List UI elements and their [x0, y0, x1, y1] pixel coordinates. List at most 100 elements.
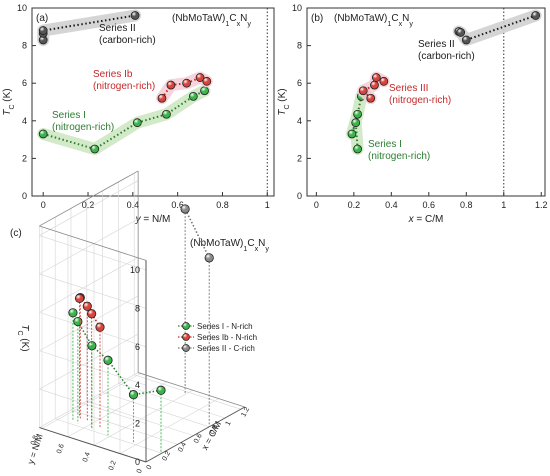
x-tick-label: 0.4: [177, 441, 188, 453]
y-tick-label: 4: [297, 116, 302, 126]
data-point: [38, 26, 48, 35]
box-edge: [138, 372, 245, 408]
x-axis-rest: = N/M: [141, 214, 171, 225]
axis-line: [145, 406, 245, 463]
series-line: [184, 208, 210, 259]
wall-grid-line: [39, 273, 147, 309]
y-tick-label: 4: [22, 116, 27, 126]
data-point: [103, 355, 113, 365]
series-label-line: Series II: [418, 39, 455, 50]
y-tick-label: 0.6: [56, 443, 66, 455]
formula-annotation-subx: x: [255, 244, 259, 253]
y-axis-unit: (K): [2, 88, 13, 104]
x-tick-label: 1: [265, 200, 270, 210]
series-label: Series I (nitrogen-rich): [368, 139, 430, 162]
floor-grid-line: [55, 418, 162, 454]
data-point: [353, 144, 362, 154]
wall-grid-line: [39, 180, 139, 236]
x-tick-label: 0: [146, 464, 154, 471]
data-point: [38, 129, 48, 139]
x-tick-label: 0.2: [348, 200, 361, 210]
data-point: [351, 118, 361, 128]
formula-annotation: (NbMoTaW)1CxNy: [190, 238, 269, 253]
formula-annotation: (NbMoTaW)1CxNy: [334, 13, 413, 28]
box-edge: [39, 170, 139, 227]
z-axis-label: TC (K): [17, 324, 31, 351]
data-point: [461, 35, 471, 45]
floor-grid-line: [134, 374, 241, 410]
x-tick-label: 0.4: [385, 200, 398, 210]
x-tick-label: 0.6: [171, 200, 184, 210]
formula-annotation-suby: y: [247, 19, 251, 28]
x-tick-label: 0.4: [127, 200, 140, 210]
formula-annotation-n: N: [258, 238, 265, 249]
y-tick-label: 6: [22, 78, 27, 88]
data-point: [87, 309, 97, 319]
formula-annotation: (NbMoTaW)1CxNy: [172, 13, 251, 28]
data-point: [156, 385, 166, 395]
wall-grid-line: [39, 218, 139, 275]
x-tick-label: 0.8: [216, 200, 229, 210]
x-tick-label: 0.2: [82, 200, 95, 210]
series-label-line: Series III: [389, 83, 428, 94]
series-label-line: Series II: [99, 23, 136, 34]
wall-grid-line: [39, 333, 139, 390]
data-point: [162, 109, 171, 119]
data-point: [195, 73, 205, 82]
series-label-line: Series Ib: [93, 69, 133, 80]
wall-grid-line: [39, 257, 139, 313]
formula-annotation-c: C: [247, 238, 254, 249]
y-axis-unit: (K): [277, 88, 288, 104]
floor-grid-line: [70, 409, 178, 445]
x-tick-label: 0.6: [193, 433, 204, 445]
y-axis-label: TC (K): [277, 88, 291, 115]
y-tick-label: 0.8: [30, 435, 40, 447]
formula-annotation-n: N: [240, 13, 247, 24]
z-axis-var: T: [19, 324, 30, 331]
series-label-line: Series I: [52, 110, 86, 121]
data-point: [180, 204, 190, 214]
series-line: [72, 312, 162, 396]
data-point: [371, 73, 381, 82]
x-axis-label: x = C/M: [408, 214, 444, 225]
formula-annotation-base: (NbMoTaW): [172, 13, 225, 24]
data-point: [204, 253, 214, 263]
z-tick-label: 8: [135, 303, 140, 313]
legend-label: Series I - N-rich: [197, 322, 253, 331]
y-tick-label: 0: [297, 191, 302, 201]
series-label-line: (carbon-rich): [99, 35, 156, 46]
data-point: [68, 308, 78, 318]
floor-grid-line: [119, 398, 219, 454]
x-tick-label: 0.2: [161, 450, 172, 462]
data-point: [202, 76, 212, 86]
formula-annotation-subx: x: [399, 19, 403, 28]
floor-grid-line: [93, 389, 193, 446]
y-axis-label: y = N/M: [26, 433, 45, 466]
series-label-line: (carbon-rich): [418, 51, 475, 62]
x-tick-label: 1: [501, 200, 506, 210]
series-label-line: (nitrogen-rich): [389, 95, 451, 106]
wall-grid-line: [39, 312, 147, 348]
panel-label: (b): [311, 13, 323, 24]
data-point: [166, 80, 176, 90]
y-axis-var: T: [277, 109, 288, 116]
series-label: Series II (carbon-rich): [99, 23, 156, 46]
wall-grid-line: [39, 350, 147, 386]
series-label-line: (nitrogen-rich): [368, 151, 430, 162]
wall-grid-line: [39, 235, 147, 271]
plot-frame: [31, 7, 275, 197]
y-tick-label: 8: [297, 41, 302, 51]
data-point: [188, 91, 198, 101]
y-tick-label: 2: [297, 153, 302, 163]
x-tick-label: 1: [225, 420, 233, 427]
box-edge: [39, 225, 147, 261]
data-point: [347, 129, 357, 139]
floor-grid-line: [102, 392, 210, 428]
wall-grid-line: [39, 295, 139, 352]
y-tick-label: 0.4: [82, 451, 92, 463]
y-axis-var: T: [2, 109, 13, 116]
y-axis-sub: C: [284, 104, 291, 109]
formula-annotation-c: C: [229, 13, 236, 24]
